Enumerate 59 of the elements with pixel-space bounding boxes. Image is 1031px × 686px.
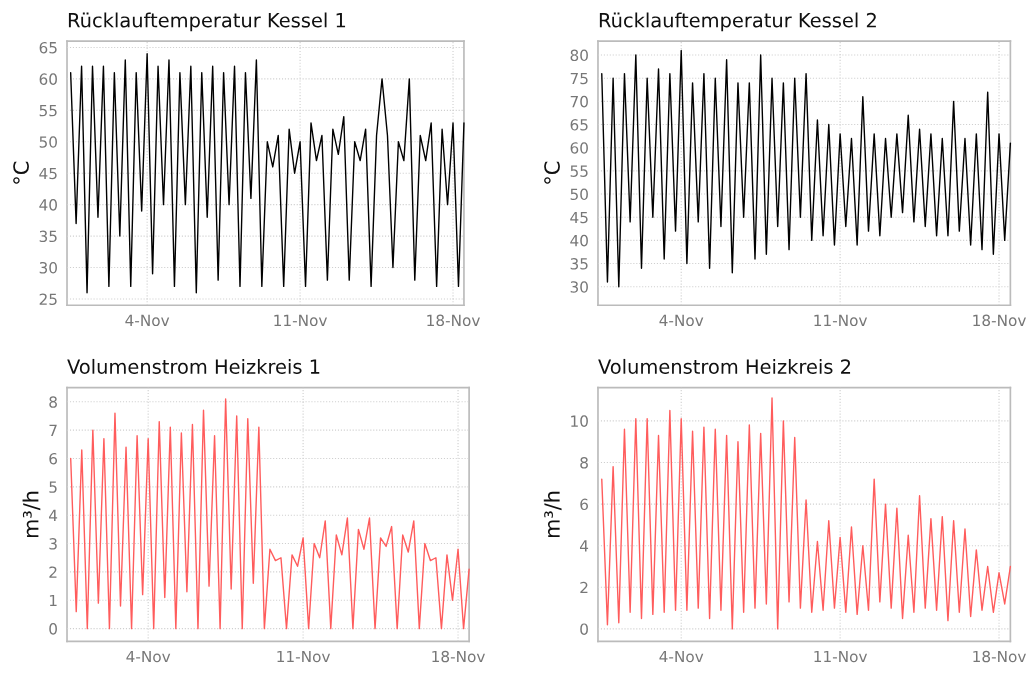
x-tick-label: 18-Nov <box>432 650 485 663</box>
line-series <box>601 49 1012 288</box>
chart-title: Volumenstrom Heizkreis 2 <box>598 358 851 374</box>
y-tick-label: 2 <box>580 581 588 594</box>
x-tick-label: 11-Nov <box>814 314 868 327</box>
y-tick-label: 60 <box>570 142 588 154</box>
y-tick-label: 75 <box>570 72 588 85</box>
x-tick-label: 11-Nov <box>274 314 328 327</box>
x-tick-label: 18-Nov <box>973 314 1026 327</box>
y-tick-label: 30 <box>39 262 57 274</box>
y-tick-label: 45 <box>39 167 57 180</box>
x-tick-label: 4-Nov <box>125 314 170 327</box>
y-axis-title: m³/h <box>22 491 41 538</box>
y-tick-label: 40 <box>570 234 588 247</box>
y-tick-label: 60 <box>39 73 57 85</box>
line-series <box>70 398 470 630</box>
y-tick-label: 80 <box>570 49 588 62</box>
line-series <box>601 397 1012 630</box>
y-tick-label: 3 <box>49 538 57 550</box>
y-tick-label: 10 <box>571 415 588 427</box>
y-tick-label: 8 <box>49 396 57 408</box>
x-tick-label: 4-Nov <box>659 314 704 327</box>
y-tick-label: 1 <box>49 594 57 607</box>
y-tick-label: 0 <box>49 623 57 635</box>
y-tick-label: 6 <box>49 452 58 465</box>
y-tick-label: 50 <box>570 188 588 201</box>
y-tick-label: 6 <box>580 498 588 511</box>
y-tick-label: 45 <box>570 211 588 224</box>
y-axis-title: °C <box>544 161 560 184</box>
y-tick-label: 30 <box>570 281 588 293</box>
chart-title: Rücklauftemperatur Kessel 1 <box>68 12 346 32</box>
y-tick-label: 25 <box>39 293 57 305</box>
x-tick-label: 4-Nov <box>126 650 171 663</box>
x-tick-label: 18-Nov <box>427 314 480 327</box>
y-tick-label: 2 <box>49 566 57 578</box>
y-tick-label: 55 <box>39 105 57 117</box>
x-tick-label: 11-Nov <box>814 650 868 663</box>
y-axis-title: m³/h <box>543 491 562 538</box>
x-tick-label: 11-Nov <box>277 650 331 663</box>
y-tick-label: 40 <box>39 199 57 211</box>
y-tick-label: 4 <box>49 509 58 522</box>
y-tick-label: 8 <box>580 456 588 469</box>
y-tick-label: 65 <box>570 119 588 131</box>
y-tick-label: 7 <box>49 424 57 436</box>
y-tick-label: 65 <box>39 41 57 54</box>
line-series <box>69 53 465 294</box>
y-tick-label: 5 <box>49 481 57 493</box>
y-tick-label: 35 <box>570 258 588 270</box>
y-tick-label: 0 <box>580 623 588 635</box>
y-tick-label: 55 <box>570 165 588 177</box>
y-tick-label: 4 <box>579 540 589 552</box>
y-tick-label: 70 <box>570 95 588 108</box>
y-axis-title: °C <box>13 161 29 184</box>
y-tick-label: 50 <box>39 136 57 148</box>
x-tick-label: 18-Nov <box>973 650 1026 663</box>
chart-title: Rücklauftemperatur Kessel 2 <box>599 12 876 32</box>
y-tick-label: 35 <box>39 230 57 243</box>
x-tick-label: 4-Nov <box>659 650 704 663</box>
chart-title: Volumenstrom Heizkreis 1 <box>67 358 320 374</box>
